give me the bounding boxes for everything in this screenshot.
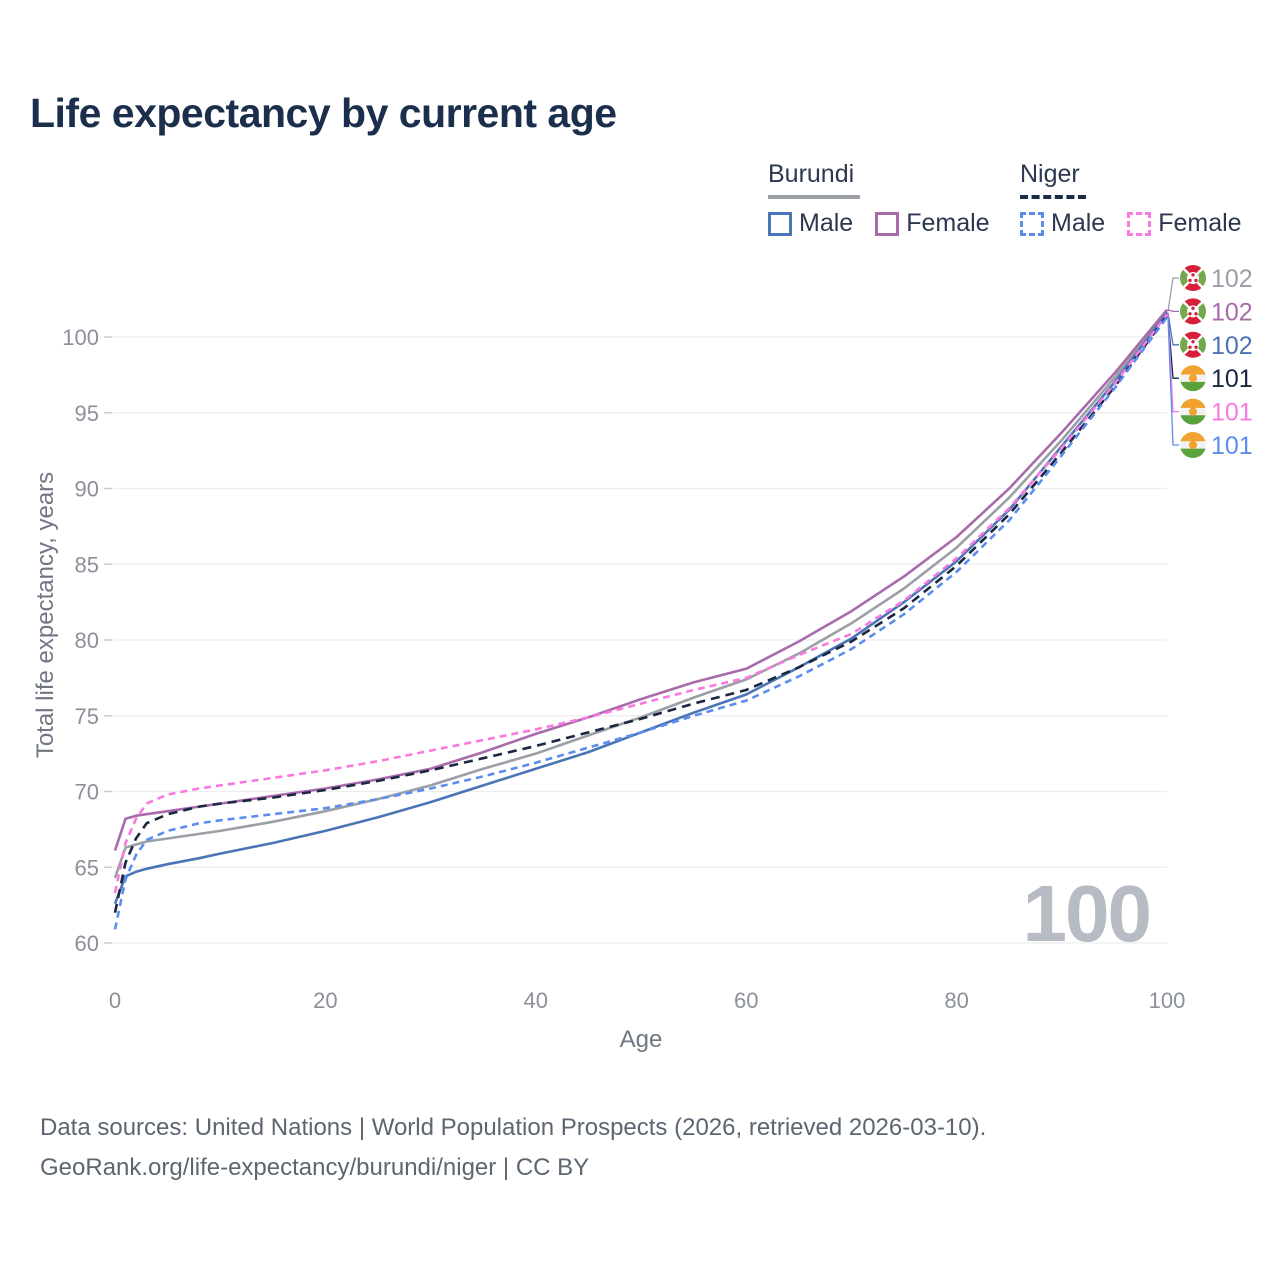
burundi-male-swatch-icon — [768, 211, 792, 236]
x-tick-label: 20 — [313, 988, 337, 1013]
niger-flag-icon — [1180, 365, 1206, 392]
series-line-burundi-total[interactable] — [113, 310, 1169, 879]
end-value-label-burundi-total: 102 — [1211, 265, 1253, 293]
niger-male-swatch-icon — [1020, 211, 1044, 236]
burundi-line-style-sample — [768, 195, 860, 199]
legend-item-niger-male[interactable]: Male — [1020, 209, 1105, 238]
end-value-label-niger-female: 101 — [1211, 399, 1253, 427]
legend-item-niger-female[interactable]: Female — [1127, 209, 1242, 238]
y-tick-label: 70 — [75, 780, 99, 805]
x-tick-label: 60 — [734, 988, 758, 1013]
y-tick-label: 80 — [75, 628, 99, 653]
y-tick-label: 90 — [75, 477, 99, 502]
y-tick-label: 85 — [75, 552, 99, 577]
series-line-niger-male[interactable] — [113, 316, 1169, 930]
attribution-line: GeoRank.org/life-expectancy/burundi/nige… — [40, 1154, 590, 1182]
end-label-leader-line — [1167, 312, 1179, 346]
niger-line-style-sample — [1020, 195, 1086, 199]
x-axis-title: Age — [619, 1026, 663, 1053]
legend-item-burundi-female[interactable]: Female — [875, 209, 990, 238]
niger-flag-icon — [1180, 398, 1206, 425]
end-label-leader-line — [1167, 309, 1179, 313]
niger-female-swatch-icon — [1127, 211, 1152, 236]
series-line-niger-total[interactable] — [113, 315, 1169, 913]
legend-group-niger: Niger Male Female — [1020, 160, 1242, 238]
y-tick-label: 100 — [62, 325, 99, 350]
end-label-leader-line — [1167, 277, 1179, 312]
footer: Data sources: United Nations | World Pop… — [40, 1108, 986, 1189]
burundi-flag-icon — [1180, 265, 1206, 291]
legend-country-niger[interactable]: Niger — [1020, 160, 1080, 188]
y-tick-label: 95 — [75, 401, 99, 426]
legend-item-burundi-male[interactable]: Male — [768, 209, 853, 238]
end-value-label-niger-total: 101 — [1211, 365, 1253, 393]
y-tick-label: 75 — [75, 704, 99, 729]
series-line-niger-female[interactable] — [113, 313, 1169, 894]
burundi-flag-icon — [1180, 331, 1206, 358]
end-value-label-niger-male: 101 — [1211, 432, 1253, 460]
x-tick-label: 80 — [944, 988, 968, 1013]
x-tick-label: 0 — [109, 988, 121, 1013]
end-value-label-burundi-female: 102 — [1211, 298, 1253, 326]
burundi-flag-icon — [1180, 298, 1206, 325]
age-watermark: 100 — [1022, 869, 1152, 958]
legend-country-burundi[interactable]: Burundi — [768, 160, 855, 188]
data-sources-line: Data sources: United Nations | World Pop… — [40, 1114, 987, 1141]
burundi-female-swatch-icon — [875, 211, 900, 236]
series-line-burundi-male[interactable] — [113, 312, 1169, 905]
end-label-leader-line — [1167, 317, 1179, 446]
series-line-burundi-female[interactable] — [113, 308, 1169, 852]
niger-flag-icon — [1180, 432, 1206, 458]
x-tick-label: 40 — [524, 988, 548, 1013]
x-tick-label: 100 — [1149, 988, 1186, 1013]
y-tick-label: 60 — [75, 931, 99, 956]
end-value-label-burundi-male: 102 — [1211, 332, 1253, 360]
legend-group-burundi: Burundi Male Female — [768, 160, 990, 238]
chart-title: Life expectancy by current age — [30, 90, 617, 136]
y-tick-label: 65 — [75, 855, 99, 880]
